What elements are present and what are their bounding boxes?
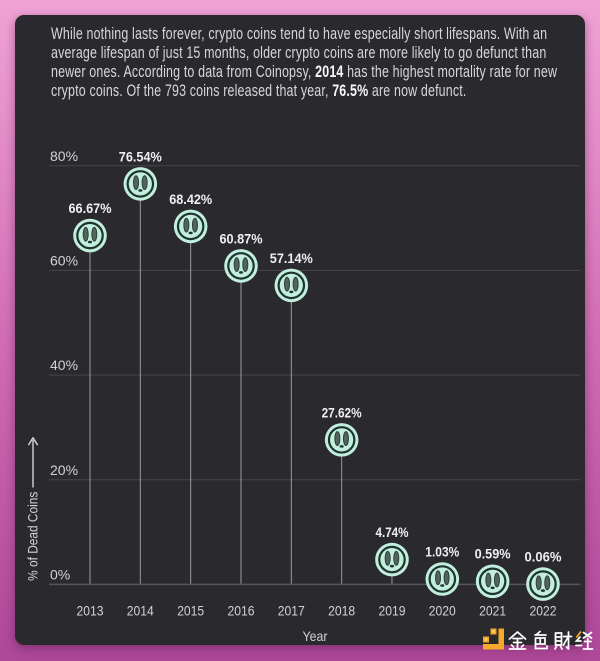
svg-text:0.59%: 0.59%	[475, 546, 511, 562]
svg-text:Year: Year	[303, 628, 328, 644]
svg-text:66.67%: 66.67%	[69, 200, 112, 216]
svg-text:2013: 2013	[77, 603, 104, 619]
svg-text:2016: 2016	[228, 603, 255, 619]
svg-text:57.14%: 57.14%	[270, 250, 313, 266]
svg-text:80%: 80%	[50, 148, 78, 164]
svg-text:2020: 2020	[429, 603, 456, 619]
svg-text:76.54%: 76.54%	[119, 148, 162, 164]
svg-text:27.62%: 27.62%	[322, 404, 362, 420]
svg-text:2018: 2018	[328, 603, 355, 619]
svg-text:2021: 2021	[479, 603, 506, 619]
svg-text:4.74%: 4.74%	[376, 524, 409, 540]
svg-text:68.42%: 68.42%	[169, 191, 212, 207]
svg-text:2019: 2019	[379, 603, 406, 619]
svg-text:2017: 2017	[278, 603, 305, 619]
svg-text:60%: 60%	[50, 252, 78, 268]
svg-text:40%: 40%	[50, 357, 78, 373]
svg-text:0%: 0%	[50, 566, 70, 582]
svg-text:2015: 2015	[177, 603, 204, 619]
svg-text:2014: 2014	[127, 603, 154, 619]
svg-text:20%: 20%	[50, 462, 78, 478]
svg-text:60.87%: 60.87%	[220, 230, 263, 246]
svg-text:0.06%: 0.06%	[525, 549, 563, 565]
svg-text:2022: 2022	[530, 603, 557, 619]
svg-text:1.03%: 1.03%	[425, 543, 459, 559]
